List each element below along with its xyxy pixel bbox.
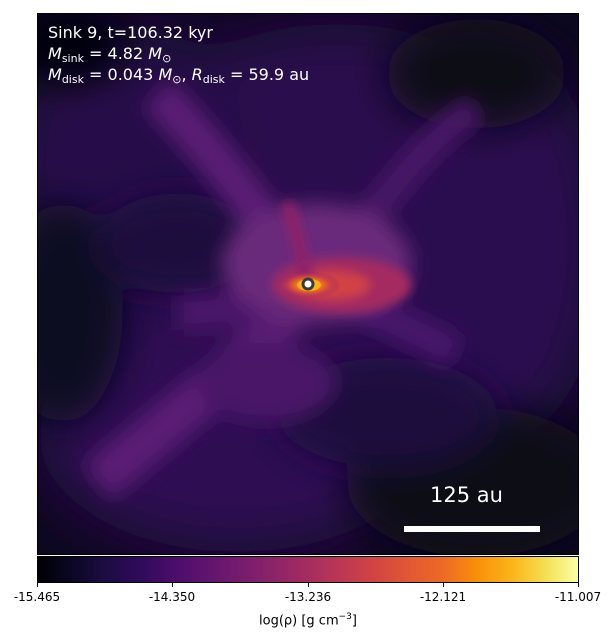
disk-properties-label: Mdisk = 0.043 M⊙, Rdisk = 59.9 au: [48, 65, 310, 86]
sink-time-label: Sink 9, t=106.32 kyr: [48, 23, 213, 42]
colorbar-tick-label-3: -12.121: [419, 590, 467, 604]
colorbar-tick-label-4: -11.007: [554, 590, 602, 604]
scale-bar: [404, 526, 540, 532]
sink-mass-label: Msink = 4.82 M⊙: [48, 44, 172, 65]
colorbar-tick-3: [443, 583, 444, 587]
colorbar-label: log(ρ) [g cm−3]: [259, 612, 357, 629]
colorbar-tick-0: [37, 583, 38, 587]
colorbar: [37, 556, 579, 583]
colorbar-tick-4: [578, 583, 579, 587]
colorbar-tick-2: [308, 583, 309, 587]
density-image: [38, 14, 578, 554]
colorbar-tick-label-0: -15.465: [13, 590, 61, 604]
colorbar-tick-1: [172, 583, 173, 587]
scale-bar-label: 125 au: [430, 483, 503, 507]
density-map: Sink 9, t=106.32 kyr Msink = 4.82 M⊙ Mdi…: [37, 13, 579, 555]
colorbar-tick-label-2: -13.236: [284, 590, 332, 604]
colorbar-tick-label-1: -14.350: [148, 590, 196, 604]
sink-marker: [301, 277, 315, 291]
